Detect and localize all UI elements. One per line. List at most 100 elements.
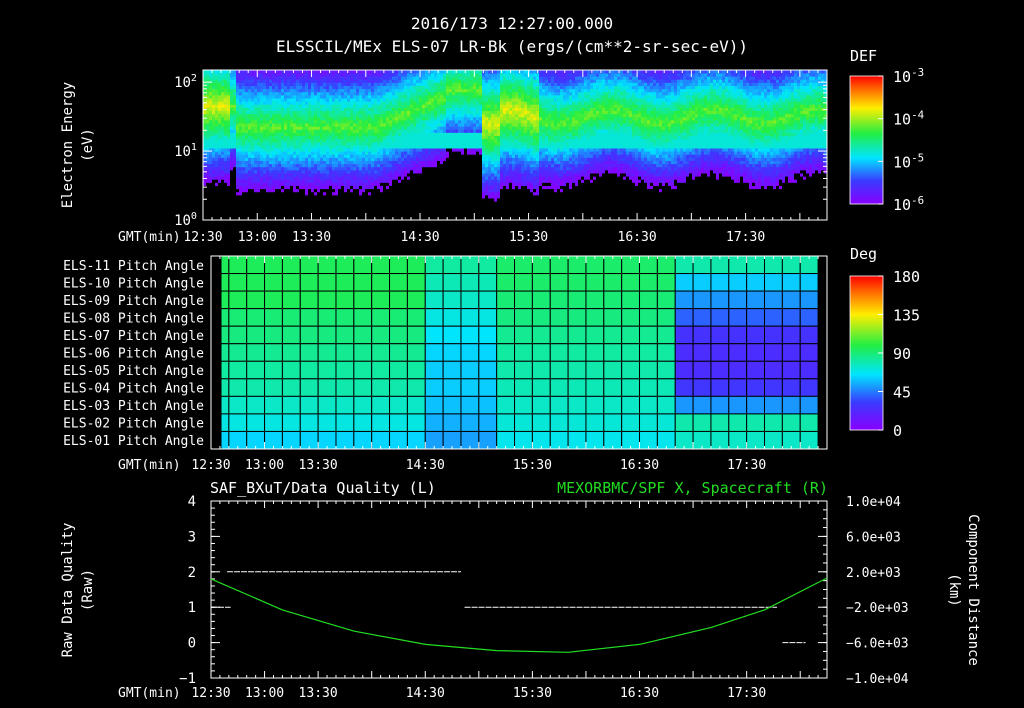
spectrogram-cell: [332, 82, 336, 86]
spectrogram-cell: [461, 70, 465, 74]
spectrogram-cell: [275, 101, 279, 105]
spectrogram-cell: [302, 157, 306, 161]
spectrogram-cell: [344, 207, 348, 211]
spectrogram-cell: [503, 104, 507, 108]
spectrogram-cell: [254, 160, 258, 165]
spectrogram-cell: [212, 163, 216, 168]
spectrogram-cell: [383, 157, 387, 161]
spectrogram-cell: [338, 104, 342, 108]
spectrogram-cell: [410, 151, 414, 155]
spectrogram-cell: [392, 116, 396, 121]
spectrogram-cell: [458, 166, 462, 171]
spectrogram-cell: [431, 170, 435, 174]
spectrogram-cell: [425, 160, 429, 165]
spectrogram-cell: [431, 104, 435, 108]
spectrogram-cell: [311, 88, 315, 93]
spectrogram-cell: [353, 132, 357, 136]
spectrogram-cell: [485, 213, 489, 218]
spectrogram-cell: [356, 91, 360, 96]
spectrogram-cell: [311, 70, 315, 74]
spectrogram-cell: [440, 95, 444, 99]
spectrogram-cell: [251, 173, 255, 177]
spectrogram-cell: [392, 154, 396, 158]
spectrogram-cell: [470, 110, 474, 115]
spectrogram-cell: [500, 145, 504, 149]
spectrogram-cell: [428, 135, 432, 140]
spectrogram-cell: [431, 198, 435, 202]
spectrogram-cell: [215, 95, 219, 99]
spectrogram-cell: [386, 120, 390, 124]
spectrogram-cell: [425, 91, 429, 96]
spectrogram-cell: [260, 104, 264, 108]
spectrogram-cell: [299, 138, 303, 143]
spectrogram-cell: [368, 132, 372, 136]
spectrogram-cell: [389, 73, 393, 77]
spectrogram-cell: [422, 213, 426, 218]
spectrogram-cell: [413, 85, 417, 90]
spectrogram-cell: [386, 107, 390, 111]
spectrogram-cell: [374, 110, 378, 115]
spectrogram-cell: [413, 166, 417, 171]
spectrogram-cell: [338, 110, 342, 115]
spectrogram-cell: [323, 160, 327, 165]
spectrogram-cell: [251, 201, 255, 205]
spectrogram-cell: [332, 163, 336, 168]
spectrogram-cell: [449, 120, 453, 124]
spectrogram-cell: [263, 188, 267, 193]
spectrogram-cell: [215, 132, 219, 136]
spectrogram-cell: [239, 151, 243, 155]
spectrogram-cell: [365, 82, 369, 86]
spectrogram-cell: [290, 210, 294, 215]
spectrogram-cell: [212, 129, 216, 133]
spectrogram-cell: [242, 107, 246, 111]
spectrogram-cell: [218, 160, 222, 165]
spectrogram-cell: [380, 154, 384, 158]
spectrogram-cell: [506, 120, 510, 124]
spectrogram-cell: [380, 195, 384, 199]
spectrogram-cell: [395, 113, 399, 118]
spectrogram-cell: [221, 76, 225, 80]
spectrogram-cell: [323, 201, 327, 205]
spectrogram-cell: [254, 148, 258, 152]
spectrogram-cell: [440, 85, 444, 90]
spectrogram-cell: [422, 110, 426, 115]
spectrogram-cell: [227, 207, 231, 211]
spectrogram-cell: [431, 110, 435, 115]
spectrogram-cell: [248, 101, 252, 105]
spectrogram-cell: [341, 151, 345, 155]
spectrogram-cell: [476, 160, 480, 165]
spectrogram-cell: [245, 145, 249, 149]
spectrogram-cell: [296, 88, 300, 93]
spectrogram-cell: [332, 185, 336, 190]
spectrogram-cell: [380, 98, 384, 102]
spectrogram-cell: [326, 166, 330, 171]
spectrogram-cell: [410, 73, 414, 77]
spectrogram-cell: [512, 85, 516, 90]
spectrogram-cell: [383, 154, 387, 158]
spectrogram-cell: [434, 113, 438, 118]
spectrogram-cell: [212, 113, 216, 118]
spectrogram-cell: [488, 160, 492, 165]
spectrogram-cell: [350, 85, 354, 90]
spectrogram-cell: [314, 129, 318, 133]
spectrogram-cell: [317, 91, 321, 96]
spectrogram-cell: [257, 198, 261, 202]
spectrogram-cell: [509, 179, 513, 183]
spectrogram-cell: [269, 157, 273, 161]
spectrogram-cell: [395, 120, 399, 124]
spectrogram-cell: [347, 135, 351, 140]
spectrogram-cell: [338, 160, 342, 165]
spectrogram-cell: [488, 179, 492, 183]
spectrogram-cell: [218, 141, 222, 146]
spectrogram-cell: [386, 188, 390, 193]
spectrogram-cell: [227, 145, 231, 149]
spectrogram-cell: [512, 123, 516, 127]
spectrogram-cell: [398, 191, 402, 196]
spectrogram-cell: [206, 176, 210, 180]
spectrogram-cell: [269, 141, 273, 146]
spectrogram-cell: [335, 151, 339, 155]
spectrogram-cell: [437, 166, 441, 171]
spectrogram-cell: [275, 141, 279, 146]
spectrogram-cell: [209, 176, 213, 180]
spectrogram-cell: [353, 198, 357, 202]
